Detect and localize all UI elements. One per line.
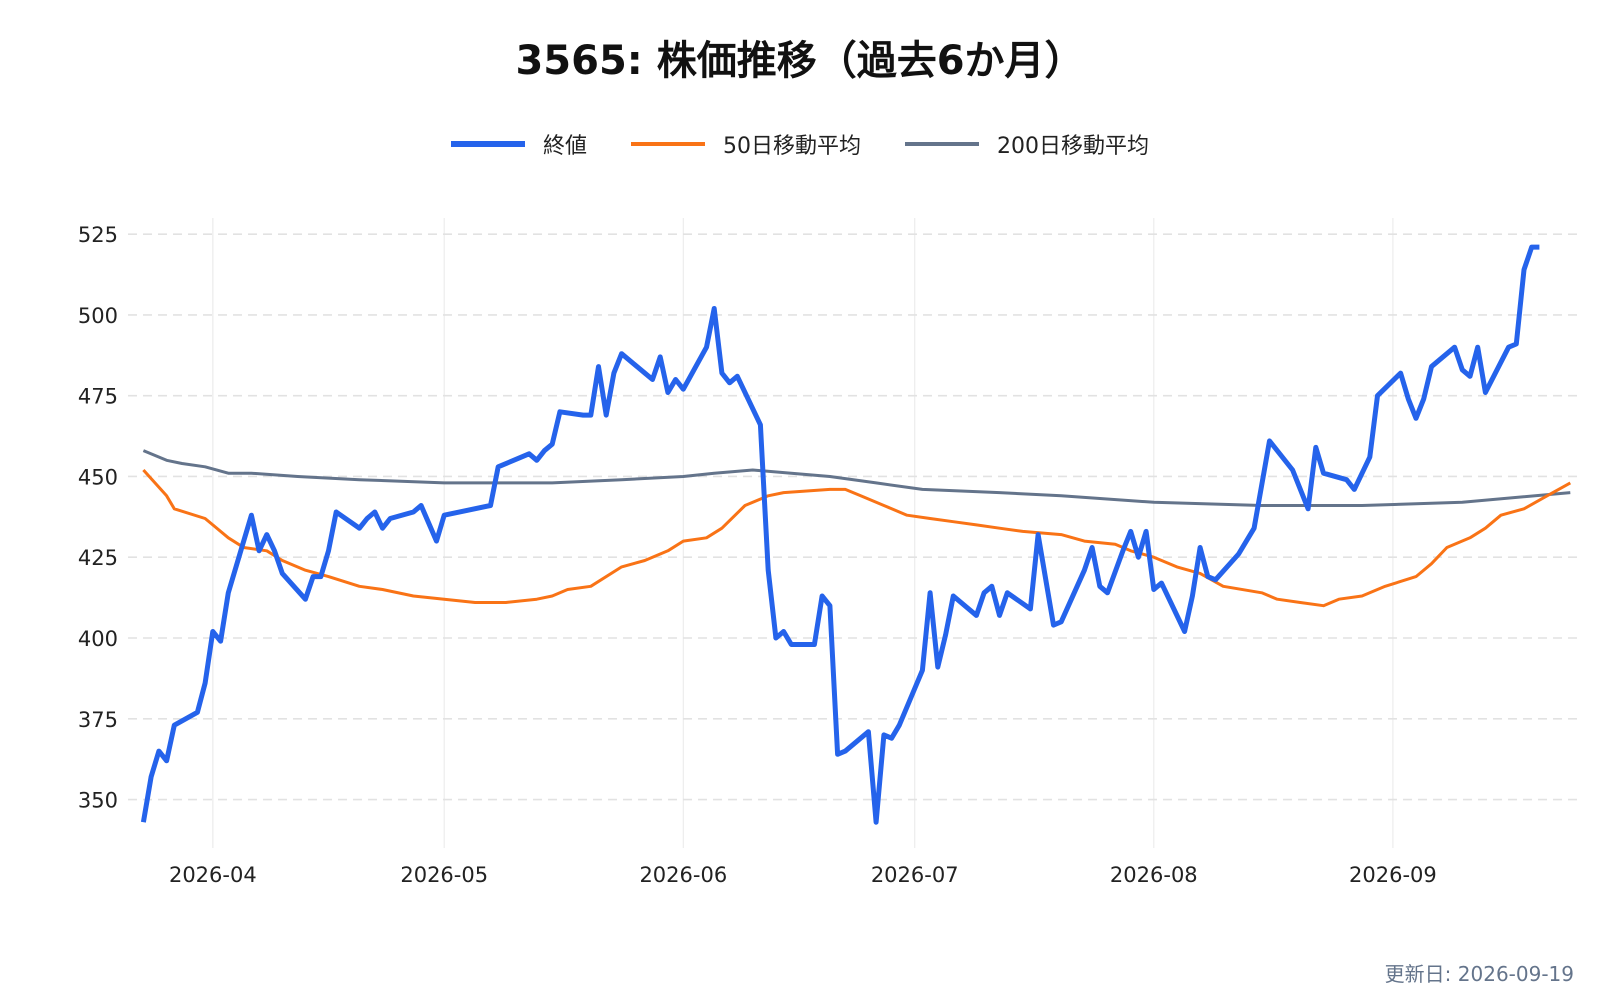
ma50-line <box>142 468 1572 608</box>
x-tick-label: 2026-05 <box>400 863 488 887</box>
x-tick-label: 2026-09 <box>1349 863 1437 887</box>
series-layer <box>140 244 1572 825</box>
chart-title: 3565: 株価推移（過去6か月） <box>515 38 1085 84</box>
legend-swatch-close <box>450 141 525 147</box>
y-tick-label: 425 <box>78 546 118 570</box>
legend-label-ma50: 50日移動平均 <box>723 134 861 159</box>
y-tick-label: 350 <box>78 789 118 813</box>
legend-item-ma200: 200日移動平均 <box>905 128 1149 160</box>
legend-item-ma50: 50日移動平均 <box>631 128 861 160</box>
y-tick-label: 375 <box>78 708 118 732</box>
x-tick-label: 2026-08 <box>1110 863 1198 887</box>
x-tick-label: 2026-04 <box>169 863 257 887</box>
y-tick-label: 450 <box>78 465 118 489</box>
updated-date: 更新日: 2026-09-19 <box>1384 962 1574 986</box>
legend-swatch-ma200 <box>905 142 979 146</box>
grid-layer <box>128 218 1578 848</box>
x-tick-label: 2026-06 <box>639 863 727 887</box>
y-tick-label: 400 <box>78 627 118 651</box>
legend-item-close: 終値 <box>450 128 587 160</box>
legend-swatch-ma50 <box>631 142 705 146</box>
close-price-line <box>140 244 1540 825</box>
ma200-line <box>142 449 1571 507</box>
legend-label-ma200: 200日移動平均 <box>997 134 1149 159</box>
axis-layer: 2026-04 2026-05 2026-06 2026-07 2026-08 2026-… <box>78 223 1437 887</box>
y-tick-label: 475 <box>78 385 118 409</box>
legend-label-close: 終値 <box>542 134 587 159</box>
y-tick-label: 500 <box>78 304 118 328</box>
y-tick-label: 525 <box>78 223 118 247</box>
chart-legend: 終値 50日移動平均 200日移動平均 <box>0 126 1600 162</box>
x-tick-label: 2026-07 <box>871 863 959 887</box>
